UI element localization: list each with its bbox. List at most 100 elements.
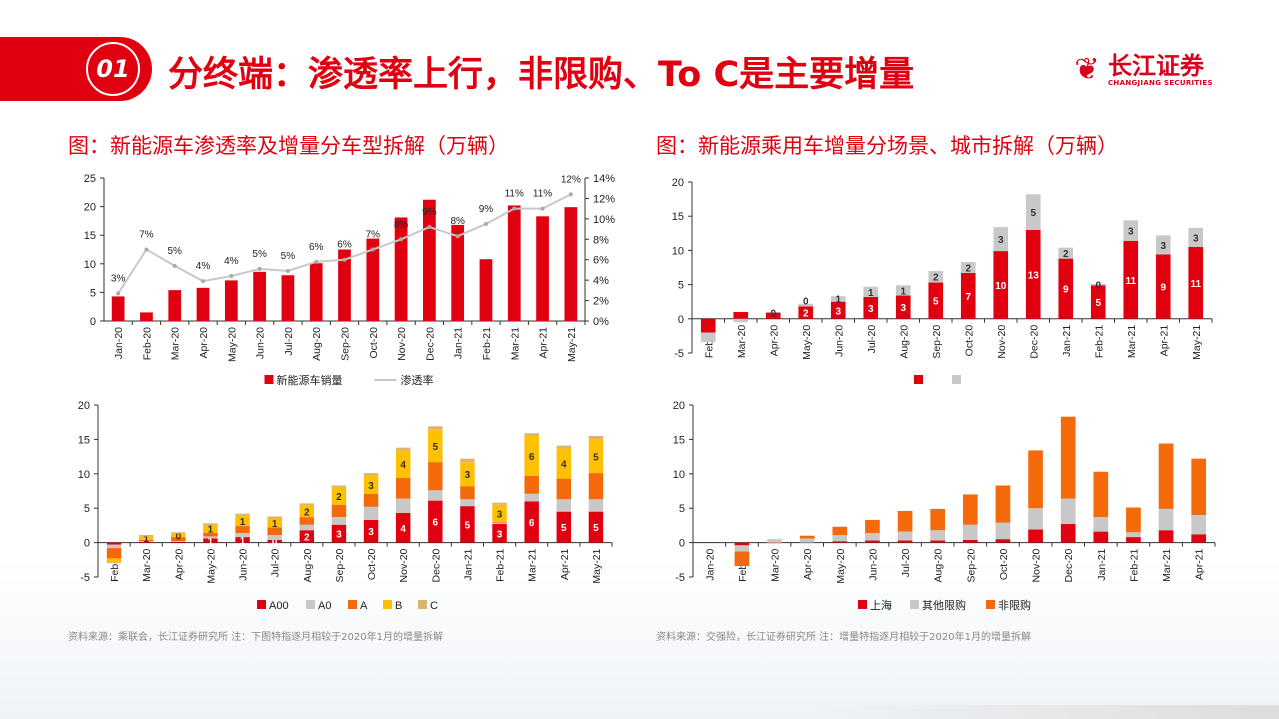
legend-swatch: [914, 375, 923, 384]
y-tick-label: 5: [679, 503, 685, 515]
bar-segment: [767, 542, 782, 544]
bar-segment: [832, 541, 848, 543]
x-tick-label: Nov-20: [1031, 548, 1043, 582]
line-point: [229, 274, 234, 279]
bar-segment: [1158, 508, 1174, 531]
line-point: [285, 268, 290, 273]
line-point: [370, 247, 375, 252]
logo-text: 长江证券: [1108, 52, 1204, 80]
x-tick-label: Nov-20: [996, 325, 1008, 359]
data-label: 3%: [111, 273, 126, 284]
bar-segment: [203, 532, 218, 537]
bar-segment: [171, 532, 186, 534]
bar-segment: [492, 522, 507, 525]
bar-segment: [203, 525, 218, 533]
legend-label: A: [360, 600, 368, 612]
y2-tick-label: 8%: [593, 234, 609, 246]
bar: [564, 207, 578, 321]
bar-segment: [395, 450, 411, 478]
legend-label: 渗透率: [401, 373, 434, 387]
x-tick-label: Apr-20: [802, 548, 814, 580]
x-tick-label: May-20: [835, 548, 847, 583]
bar-segment: [962, 494, 978, 525]
data-label: 0: [272, 537, 278, 548]
y-tick-label: -5: [674, 348, 684, 360]
bar-segment: [865, 532, 880, 541]
bar-segment: [895, 295, 911, 319]
bar-segment: [299, 517, 315, 525]
bar-segment: [138, 536, 154, 540]
x-tick-label: Dec-20: [424, 327, 436, 361]
legend-label: A0: [318, 600, 331, 612]
data-label: 3: [336, 530, 342, 541]
legend-label: C: [430, 600, 438, 612]
x-tick-label: Jan-21: [1096, 548, 1108, 580]
bar-segment: [863, 296, 879, 319]
bar-segment: [588, 439, 604, 474]
bar-segment: [171, 541, 186, 543]
bar-segment: [524, 435, 539, 476]
y2-tick-label: 12%: [593, 193, 615, 205]
data-label: 4: [400, 460, 406, 471]
bar-segment: [460, 486, 475, 500]
bar-segment: [331, 487, 347, 505]
bar-segment: [106, 548, 122, 559]
data-label: 1: [835, 294, 841, 305]
bar: [338, 249, 351, 321]
bar-segment: [524, 501, 539, 543]
bar-segment: [734, 551, 750, 566]
bar-segment: [1093, 517, 1109, 532]
x-tick-label: Jan-21: [462, 548, 474, 580]
bar: [309, 263, 323, 321]
bar-segment: [865, 540, 880, 543]
bar-segment: [428, 500, 443, 543]
x-tick-label: Aug-20: [933, 548, 945, 582]
x-tick-label: May-21: [591, 548, 603, 583]
data-label: 3: [497, 529, 503, 540]
data-label: 6%: [309, 242, 324, 253]
bar-segment: [492, 504, 507, 522]
y-tick-label: 5: [84, 503, 90, 515]
x-tick-label: Mar-20: [770, 548, 782, 581]
bar-segment: [1123, 240, 1139, 319]
bar-segment: [897, 510, 913, 532]
bar: [168, 290, 182, 321]
bar-segment: [492, 521, 507, 523]
bar: [507, 205, 521, 321]
bar-segment: [363, 493, 379, 507]
bar: [366, 238, 380, 321]
page-title: 分终端：渗透率上行，非限购、To C是主要增量: [168, 55, 915, 95]
bar-segment: [524, 433, 539, 436]
bar-segment: [1028, 529, 1043, 543]
bar-segment: [492, 502, 507, 505]
data-label: 3: [868, 304, 874, 315]
bar: [196, 287, 210, 321]
bar-segment: [138, 541, 154, 543]
y2-tick-label: 0%: [593, 316, 609, 328]
bar-segment: [363, 506, 379, 520]
y-tick-label: 5: [678, 280, 684, 292]
data-label: 3: [1193, 233, 1199, 244]
data-label: 5: [1030, 208, 1036, 219]
x-tick-label: May-21: [566, 327, 578, 362]
bar-segment: [798, 303, 814, 307]
x-tick-label: Apr-20: [198, 327, 210, 359]
bar-segment: [395, 447, 411, 451]
bar-segment: [267, 518, 282, 528]
data-label: 5%: [281, 251, 296, 262]
data-label: 0: [770, 308, 776, 319]
line-point: [172, 263, 177, 268]
left-source-note: 资料来源：乘联会，长江证券研究所 注：下图特指逐月相较于2020年1月的增量拆解: [68, 632, 443, 643]
right-chart-title: 图：新能源乘用车增量分场景、城市拆解（万辆）: [656, 134, 1118, 158]
y-tick-label: 10: [672, 245, 684, 257]
bar-segment: [1060, 524, 1076, 543]
bar-segment: [1155, 254, 1171, 319]
bar-segment: [138, 539, 154, 542]
y-tick-label: 20: [84, 202, 96, 214]
bar-segment: [733, 311, 749, 319]
data-label: 2: [933, 273, 939, 284]
data-label: 0: [176, 531, 182, 542]
x-tick-label: Nov-20: [398, 548, 410, 582]
y-tick-label: 15: [84, 230, 96, 242]
x-tick-label: Sep-20: [965, 548, 977, 582]
